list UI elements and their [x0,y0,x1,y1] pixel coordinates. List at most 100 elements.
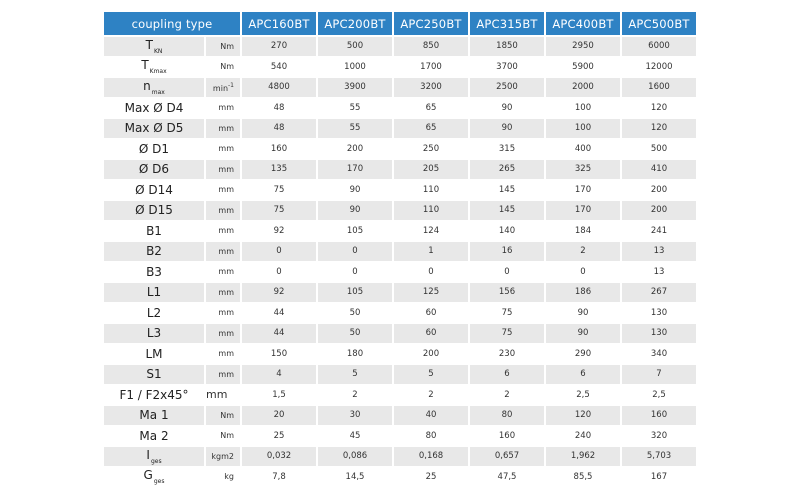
parameter-cell: Ma 1 [104,406,204,425]
value-cell: 140 [470,221,544,240]
value-cell: 2500 [470,78,544,97]
unit-cell: mm [206,180,240,199]
value-cell: 267 [622,283,696,302]
value-cell: 145 [470,201,544,220]
value-cell: 44 [242,303,316,322]
value-cell: 4800 [242,78,316,97]
unit-label: mm [218,308,234,318]
column-header: APC400BT [546,12,620,35]
value-cell: 200 [394,344,468,363]
value-cell: 0 [318,262,392,281]
column-header: APC200BT [318,12,392,35]
value-cell: 110 [394,180,468,199]
value-cell: 90 [470,119,544,138]
parameter-symbol: I [146,447,150,462]
parameter-cell: Ø D6 [104,160,204,179]
table-row: Ø D15 mm 75 90 110 145 170 200 [104,201,696,220]
column-header: APC500BT [622,12,696,35]
value-cell: 265 [470,160,544,179]
value-cell: 20 [242,406,316,425]
value-cell: 241 [622,221,696,240]
unit-label: mm [218,226,234,236]
unit-label: Nm [220,431,234,441]
unit-cell: mm [206,221,240,240]
value-cell: 130 [622,303,696,322]
unit-cell: Nm [206,406,240,425]
value-cell: 120 [622,119,696,138]
value-cell: 186 [546,283,620,302]
value-cell: 5,703 [622,447,696,466]
unit-label: mm [218,103,234,113]
value-cell: 25 [394,467,468,486]
parameter-symbol: LM [145,346,163,361]
header-row: coupling type APC160BT APC200BT APC250BT… [104,12,696,35]
unit-label: mm [218,246,234,256]
parameter-subscript: max [151,88,165,96]
table-row: Gges kg 7,8 14,5 25 47,5 85,5 167 [104,467,696,486]
unit-label: mm [218,267,234,277]
value-cell: 80 [394,426,468,445]
value-cell: 200 [622,201,696,220]
value-cell: 130 [622,324,696,343]
parameter-symbol: Ø D14 [135,182,173,197]
unit-label: mm [218,123,234,133]
unit-cell: mm [206,242,240,261]
unit-label: mm [218,369,234,379]
parameter-cell: Gges [104,467,204,486]
value-cell: 16 [470,242,544,261]
value-cell: 50 [318,324,392,343]
parameter-symbol: Max Ø D4 [124,100,184,115]
value-cell: 160 [622,406,696,425]
value-cell: 124 [394,221,468,240]
unit-cell: min-1 [206,78,240,97]
parameter-cell: nmax [104,78,204,97]
parameter-cell: B2 [104,242,204,261]
value-cell: 7 [622,365,696,384]
value-cell: 0,032 [242,447,316,466]
value-cell: 0,086 [318,447,392,466]
table-row: TKN Nm 270 500 850 1850 2950 6000 [104,37,696,56]
value-cell: 1 [394,242,468,261]
value-cell: 0 [242,242,316,261]
value-cell: 0 [470,262,544,281]
table-row: L2 mm 44 50 60 75 90 130 [104,303,696,322]
value-cell: 170 [546,201,620,220]
parameter-cell: B1 [104,221,204,240]
unit-label: mm [218,185,234,195]
value-cell: 40 [394,406,468,425]
parameter-cell: TKmax [104,57,204,76]
value-cell: 1700 [394,57,468,76]
table-row: B1 mm 92 105 124 140 184 241 [104,221,696,240]
value-cell: 90 [546,324,620,343]
unit-cell: mm [206,365,240,384]
table-row: F1 / F2x45° mm 1,5 2 2 2 2,5 2,5 [104,385,696,404]
coupling-type-header: coupling type [104,12,240,35]
value-cell: 3900 [318,78,392,97]
value-cell: 200 [318,139,392,158]
value-cell: 5900 [546,57,620,76]
unit-cell: kgm2 [206,447,240,466]
parameter-cell: Ø D1 [104,139,204,158]
value-cell: 160 [470,426,544,445]
parameter-subscript: Kmax [149,68,167,76]
table-row: B3 mm 0 0 0 0 0 13 [104,262,696,281]
unit-label: mm [218,144,234,154]
value-cell: 48 [242,98,316,117]
value-cell: 2 [318,385,392,404]
table-row: S1 mm 4 5 5 6 6 7 [104,365,696,384]
value-cell: 14,5 [318,467,392,486]
table-row: Ø D1 mm 160 200 250 315 400 500 [104,139,696,158]
table-row: L1 mm 92 105 125 156 186 267 [104,283,696,302]
value-cell: 125 [394,283,468,302]
table-row: Max Ø D4 mm 48 55 65 90 100 120 [104,98,696,117]
value-cell: 3200 [394,78,468,97]
value-cell: 100 [546,98,620,117]
value-cell: 170 [546,180,620,199]
value-cell: 13 [622,262,696,281]
parameter-symbol: L2 [146,305,162,320]
unit-cell: Nm [206,426,240,445]
unit-superscript: -1 [228,81,234,89]
value-cell: 500 [622,139,696,158]
unit-cell: mm [206,98,240,117]
value-cell: 1850 [470,37,544,56]
